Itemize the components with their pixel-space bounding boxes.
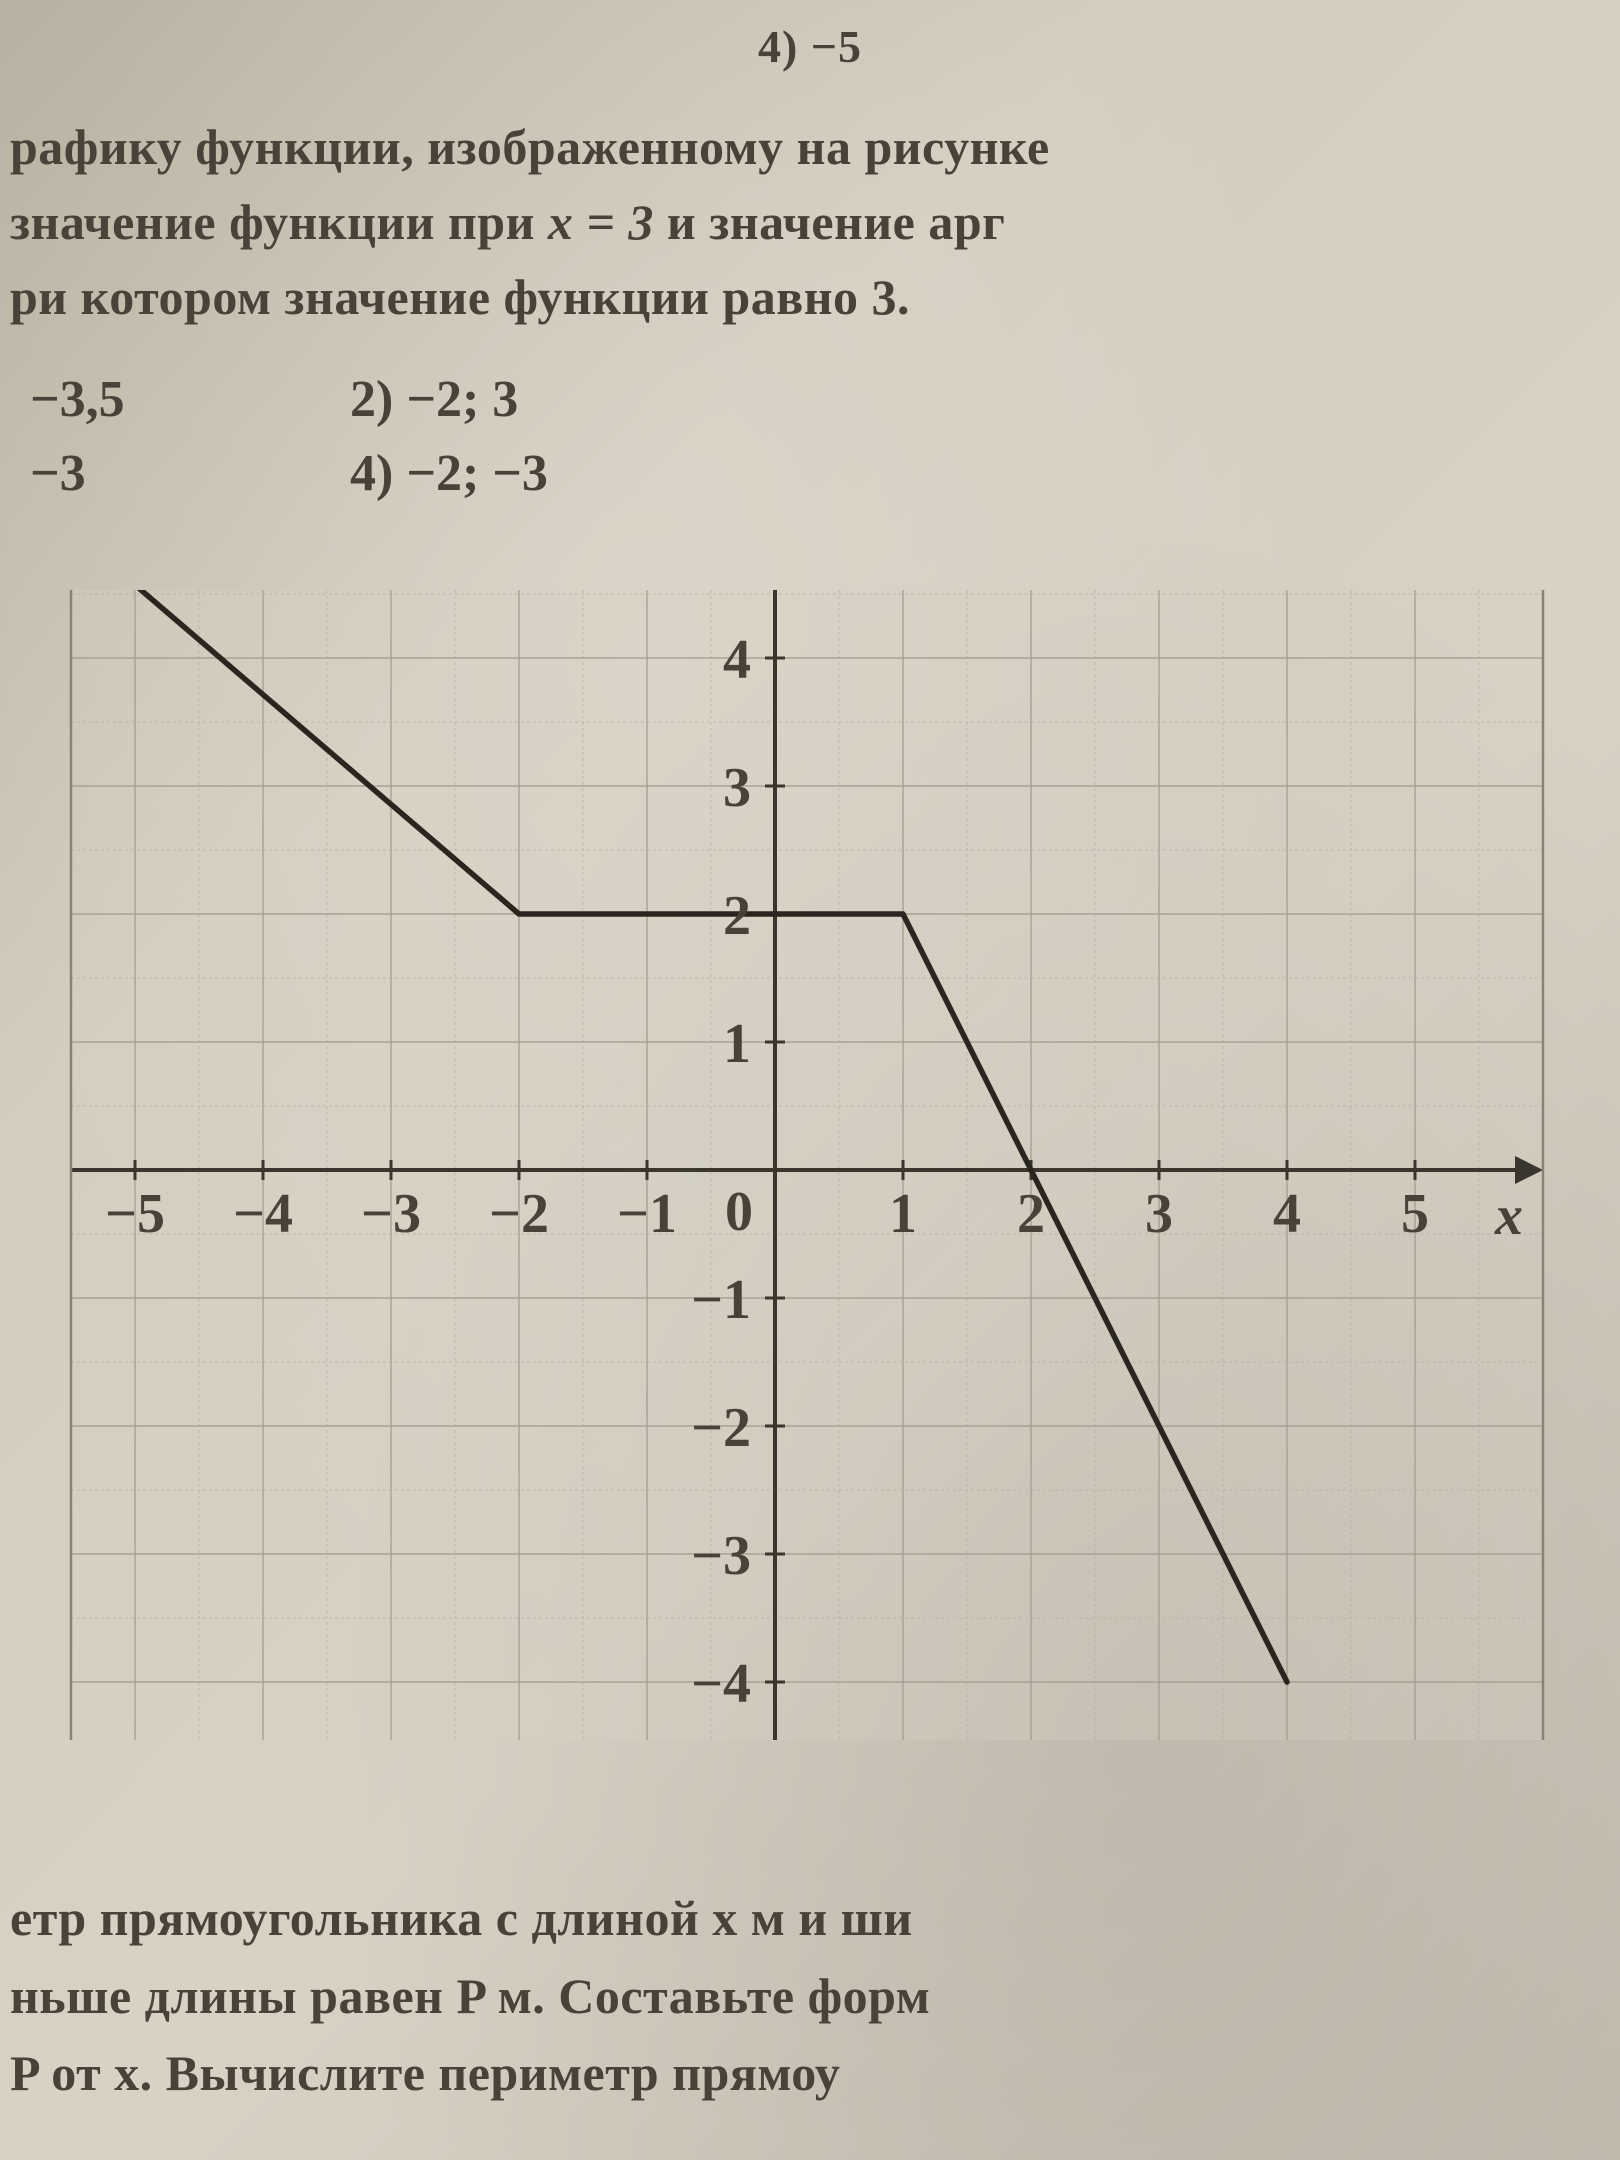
bottom-text-block: етр прямоугольника с длиной x м и ши ньш… xyxy=(0,1880,1620,2113)
svg-text:−2: −2 xyxy=(489,1183,549,1245)
svg-text:5: 5 xyxy=(1401,1183,1429,1245)
svg-text:x: x xyxy=(1494,1185,1523,1247)
top-fragment-text: 4) −5 xyxy=(0,20,1620,73)
svg-text:1: 1 xyxy=(723,1013,751,1075)
svg-text:1: 1 xyxy=(889,1183,917,1245)
bottom-line-3: P от x. Вычислите периметр прямоу xyxy=(10,2035,1610,2113)
svg-text:−1: −1 xyxy=(691,1269,751,1331)
svg-text:3: 3 xyxy=(1145,1183,1173,1245)
function-graph-chart: −5−4−3−2−112345−4−3−2−112340xy xyxy=(40,590,1600,1740)
svg-text:2: 2 xyxy=(1017,1183,1045,1245)
svg-text:4: 4 xyxy=(1273,1183,1301,1245)
svg-text:3: 3 xyxy=(723,757,751,819)
svg-text:−3: −3 xyxy=(361,1183,421,1245)
answer-options: −3,5 2) −2; 3 −3 4) −2; −3 xyxy=(0,370,1620,518)
svg-text:−4: −4 xyxy=(233,1183,293,1245)
question-line-2: значение функции при x = 3 и значение ар… xyxy=(10,185,1610,260)
answer-option-4: 4) −2; −3 xyxy=(340,444,548,503)
bottom-line-2: ньше длины равен P м. Составьте форм xyxy=(10,1958,1610,2036)
question-block: рафику функции, изображенному на рисунке… xyxy=(0,110,1620,335)
svg-text:−3: −3 xyxy=(691,1525,751,1587)
svg-text:4: 4 xyxy=(723,629,751,691)
answer-option-3: −3 xyxy=(0,444,340,503)
question-line-3: ри котором значение функции равно 3. xyxy=(10,260,1610,335)
answer-option-1: −3,5 xyxy=(0,370,340,429)
svg-text:−1: −1 xyxy=(617,1183,677,1245)
question-line-1: рафику функции, изображенному на рисунке xyxy=(10,110,1610,185)
chart-svg: −5−4−3−2−112345−4−3−2−112340xy xyxy=(40,590,1600,1740)
bottom-line-1: етр прямоугольника с длиной x м и ши xyxy=(10,1880,1610,1958)
svg-text:−5: −5 xyxy=(105,1183,165,1245)
svg-text:2: 2 xyxy=(723,885,751,947)
svg-text:−2: −2 xyxy=(691,1397,751,1459)
answer-option-2: 2) −2; 3 xyxy=(340,370,518,429)
svg-text:−4: −4 xyxy=(691,1653,751,1715)
svg-text:0: 0 xyxy=(725,1181,753,1243)
